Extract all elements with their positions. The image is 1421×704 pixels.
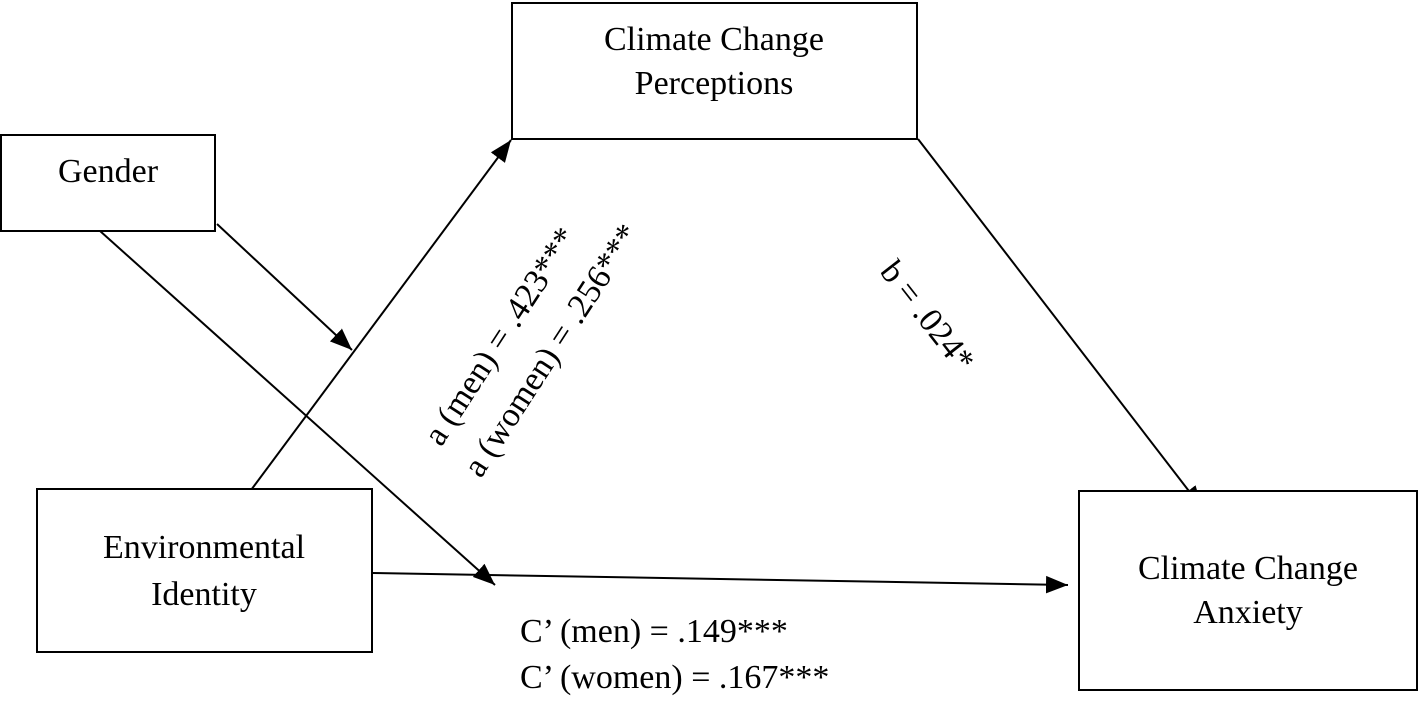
node-identity: Environmental Identity: [36, 488, 373, 653]
arrow-a: [233, 139, 512, 514]
arrow-c: [371, 572, 1069, 594]
edge-label: C’ (women) = .167***: [520, 659, 829, 696]
arrows: [89, 138, 1203, 594]
node-label: Environmental: [103, 529, 305, 566]
arrow-moderation-c: [89, 221, 496, 586]
edge-label: b = .024*: [873, 254, 982, 379]
node-label: Anxiety: [1193, 594, 1303, 631]
box: [511, 2, 918, 140]
box: [1078, 490, 1418, 691]
node-label: Climate Change: [604, 21, 824, 58]
node-perceptions: Climate Change Perceptions: [511, 2, 918, 140]
node-label: Perceptions: [635, 65, 794, 102]
edge-label: C’ (men) = .149***: [520, 613, 788, 650]
node-gender: Gender: [0, 134, 216, 232]
node-anxiety: Climate Change Anxiety: [1078, 490, 1418, 691]
box: [36, 488, 373, 653]
arrow-b: [917, 138, 1203, 509]
arrow-moderation-a: [216, 223, 353, 351]
node-label: Identity: [151, 576, 257, 613]
box: [0, 134, 216, 232]
node-label: Gender: [58, 153, 159, 190]
node-label: Climate Change: [1138, 550, 1358, 587]
